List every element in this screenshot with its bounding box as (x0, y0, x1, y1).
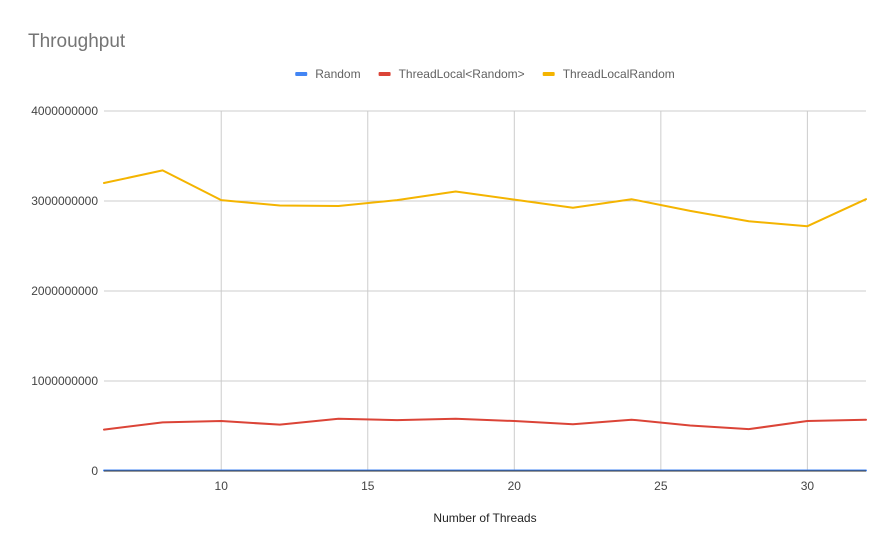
series-line-2 (103, 169, 867, 228)
x-tick-label: 20 (508, 479, 522, 493)
series-line-1 (103, 417, 867, 431)
legend-swatch (378, 72, 391, 76)
y-tick-label: 2000000000 (31, 284, 98, 298)
y-tick-label: 4000000000 (31, 104, 98, 118)
legend-label: ThreadLocalRandom (563, 67, 675, 81)
legend-label: Random (315, 67, 360, 81)
x-tick-label: 30 (801, 479, 815, 493)
series-lines (103, 169, 867, 472)
legend-item-0: Random (295, 67, 361, 81)
legend-swatch (542, 72, 555, 76)
legend: Random ThreadLocal<Random> ThreadLocalRand… (295, 67, 675, 81)
legend-swatch (295, 72, 308, 76)
y-tick-label: 0 (91, 464, 98, 478)
legend-item-1: ThreadLocal<Random> (378, 67, 525, 81)
x-tick-label: 25 (654, 479, 668, 493)
legend-label: ThreadLocal<Random> (399, 67, 525, 81)
gridlines (104, 110, 866, 471)
y-tick-label: 3000000000 (31, 194, 98, 208)
x-tick-label: 10 (215, 479, 229, 493)
chart-title: Throughput (28, 31, 126, 52)
y-tick-label: 1000000000 (31, 374, 98, 388)
x-tick-label: 15 (361, 479, 375, 493)
x-axis-title: Number of Threads (433, 511, 536, 525)
axes: 0 1000000000 2000000000 3000000000 400000000… (31, 104, 866, 493)
legend-item-2: ThreadLocalRandom (542, 67, 675, 81)
